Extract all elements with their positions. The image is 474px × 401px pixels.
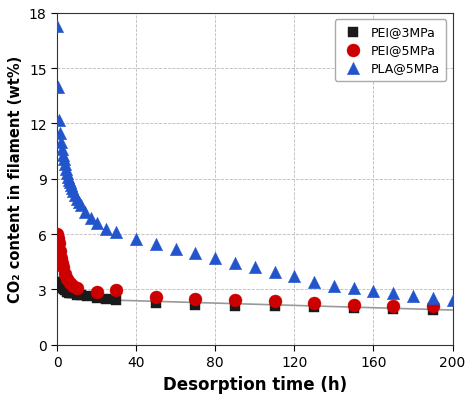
PEI@3MPa	[310, 304, 318, 311]
PEI@5MPa	[271, 298, 278, 305]
PEI@5MPa	[152, 294, 160, 300]
PLA@5MPa	[172, 246, 180, 252]
PEI@3MPa	[83, 294, 91, 300]
PLA@5MPa	[58, 147, 66, 153]
PEI@3MPa	[56, 281, 64, 288]
PEI@5MPa	[350, 302, 357, 308]
PLA@5MPa	[370, 288, 377, 295]
PEI@3MPa	[73, 292, 81, 298]
X-axis label: Desorption time (h): Desorption time (h)	[163, 375, 347, 393]
PEI@3MPa	[69, 290, 77, 297]
PLA@5MPa	[429, 295, 437, 301]
PLA@5MPa	[103, 226, 110, 232]
PEI@3MPa	[429, 307, 437, 314]
PLA@5MPa	[291, 273, 298, 280]
PLA@5MPa	[54, 24, 61, 30]
PLA@5MPa	[75, 200, 82, 206]
PEI@3MPa	[58, 284, 66, 291]
PLA@5MPa	[64, 174, 72, 181]
PLA@5MPa	[57, 139, 65, 146]
PLA@5MPa	[211, 255, 219, 261]
PEI@3MPa	[54, 279, 62, 286]
PEI@5MPa	[59, 264, 67, 271]
PEI@3MPa	[390, 306, 397, 312]
PLA@5MPa	[55, 117, 63, 124]
PLA@5MPa	[310, 279, 318, 286]
PLA@5MPa	[68, 185, 76, 192]
PLA@5MPa	[251, 264, 259, 271]
PLA@5MPa	[77, 203, 84, 209]
PLA@5MPa	[113, 229, 120, 236]
PEI@3MPa	[55, 280, 63, 287]
PLA@5MPa	[54, 84, 62, 91]
PLA@5MPa	[56, 130, 64, 137]
PEI@5MPa	[55, 241, 63, 247]
PEI@3MPa	[57, 283, 65, 289]
PLA@5MPa	[191, 251, 199, 257]
PEI@3MPa	[61, 288, 69, 294]
PLA@5MPa	[93, 220, 100, 227]
PEI@5MPa	[390, 303, 397, 309]
PLA@5MPa	[69, 188, 77, 194]
PLA@5MPa	[81, 209, 89, 216]
PEI@5MPa	[66, 280, 73, 286]
PEI@5MPa	[61, 271, 68, 277]
PLA@5MPa	[66, 180, 73, 186]
PEI@5MPa	[231, 297, 239, 304]
PEI@5MPa	[54, 235, 62, 241]
PEI@3MPa	[113, 297, 120, 304]
PEI@5MPa	[69, 283, 77, 289]
PEI@5MPa	[93, 289, 100, 295]
Legend: PEI@3MPa, PEI@5MPa, PLA@5MPa: PEI@3MPa, PEI@5MPa, PLA@5MPa	[335, 20, 447, 81]
PEI@5MPa	[63, 276, 71, 283]
PEI@3MPa	[231, 303, 239, 309]
PLA@5MPa	[132, 236, 140, 242]
PLA@5MPa	[350, 286, 357, 292]
PEI@5MPa	[191, 296, 199, 302]
PEI@3MPa	[350, 305, 357, 312]
PLA@5MPa	[62, 166, 70, 172]
PLA@5MPa	[449, 297, 456, 303]
PEI@3MPa	[54, 279, 61, 286]
PEI@3MPa	[55, 280, 62, 286]
Y-axis label: CO₂ content in filament (wt%): CO₂ content in filament (wt%)	[9, 56, 23, 303]
PLA@5MPa	[390, 290, 397, 297]
PEI@3MPa	[93, 295, 100, 301]
PEI@3MPa	[77, 292, 84, 299]
PEI@5MPa	[56, 248, 64, 254]
PLA@5MPa	[61, 161, 69, 168]
PLA@5MPa	[59, 152, 67, 159]
PLA@5MPa	[271, 269, 278, 275]
PEI@5MPa	[113, 287, 120, 293]
PLA@5MPa	[65, 177, 73, 183]
PEI@3MPa	[59, 286, 67, 292]
PLA@5MPa	[63, 170, 71, 177]
PLA@5MPa	[152, 241, 160, 248]
PEI@3MPa	[55, 280, 63, 286]
PEI@3MPa	[191, 302, 199, 308]
PEI@5MPa	[429, 304, 437, 310]
PEI@3MPa	[152, 300, 160, 306]
PEI@3MPa	[65, 290, 73, 296]
PLA@5MPa	[60, 157, 68, 163]
PLA@5MPa	[409, 293, 417, 299]
PEI@5MPa	[310, 300, 318, 307]
PEI@3MPa	[271, 304, 278, 310]
PEI@3MPa	[56, 282, 64, 288]
PEI@3MPa	[63, 289, 71, 295]
PEI@5MPa	[73, 285, 81, 292]
PLA@5MPa	[67, 182, 75, 189]
PLA@5MPa	[73, 196, 81, 203]
PEI@5MPa	[54, 231, 61, 238]
PLA@5MPa	[71, 192, 79, 199]
PEI@3MPa	[60, 286, 68, 293]
PLA@5MPa	[231, 260, 239, 266]
PLA@5MPa	[87, 216, 94, 222]
PEI@3MPa	[67, 290, 75, 297]
PEI@5MPa	[57, 255, 65, 261]
PLA@5MPa	[330, 283, 337, 289]
PEI@3MPa	[103, 296, 110, 302]
PEI@5MPa	[58, 260, 66, 266]
